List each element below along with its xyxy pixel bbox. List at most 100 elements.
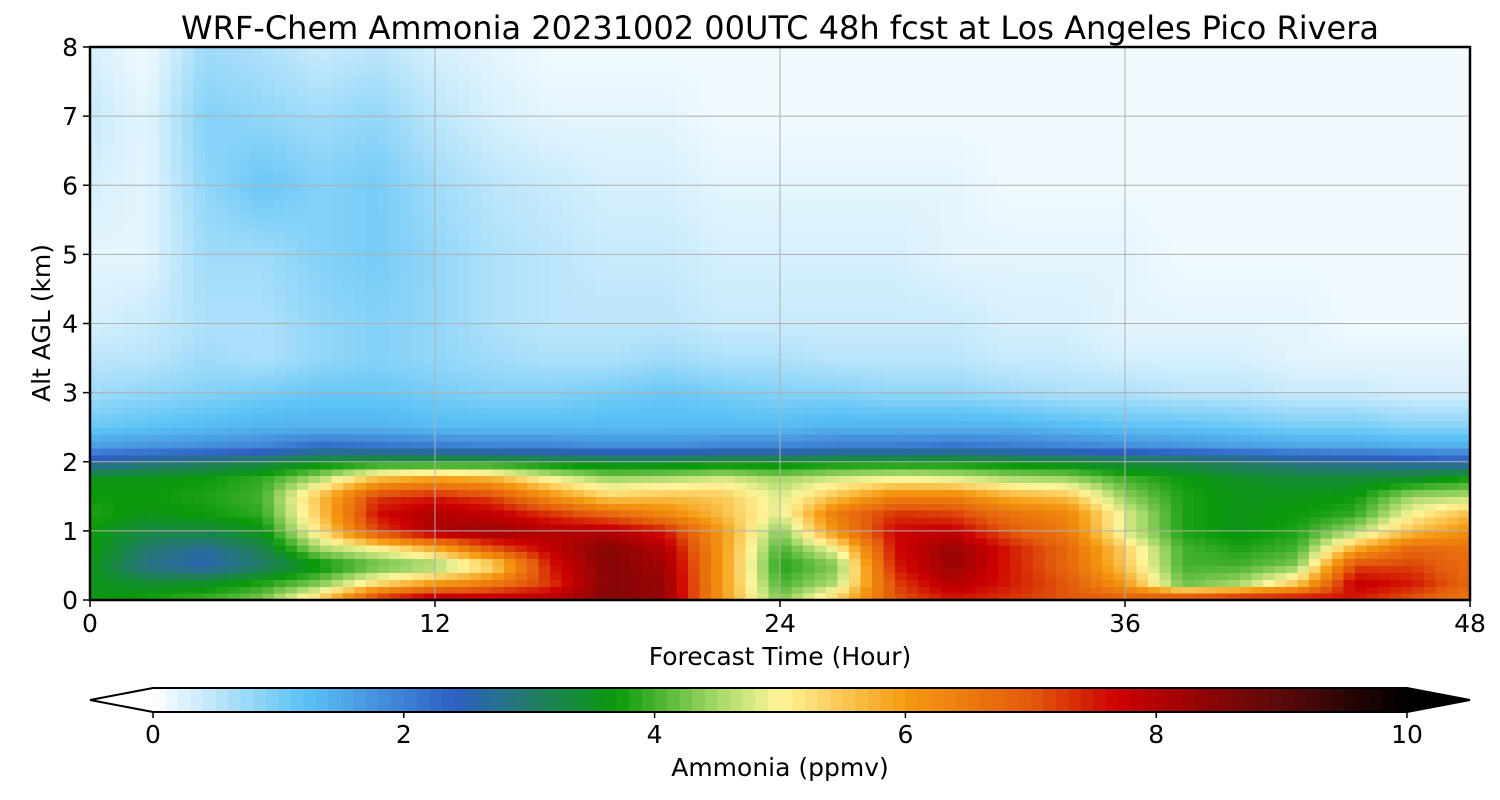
heatmap-cell xyxy=(998,565,1011,573)
heatmap-cell xyxy=(584,593,597,601)
heatmap-cell xyxy=(642,489,655,497)
heatmap-cell xyxy=(1044,371,1057,380)
heatmap-cell xyxy=(423,392,436,401)
heatmap-cell xyxy=(630,579,643,587)
heatmap-cell xyxy=(193,358,206,366)
heatmap-cell xyxy=(688,517,701,525)
heatmap-cell xyxy=(366,441,379,449)
heatmap-cell xyxy=(573,371,586,380)
heatmap-cell xyxy=(308,378,321,387)
heatmap-cell xyxy=(584,385,597,394)
heatmap-cell xyxy=(446,454,459,463)
heatmap-cell xyxy=(216,579,229,587)
heatmap-cell xyxy=(906,503,919,511)
heatmap-cell xyxy=(849,344,862,352)
heatmap-cell xyxy=(1309,378,1322,387)
heatmap-cell xyxy=(1378,544,1391,553)
heatmap-cell xyxy=(320,496,333,504)
heatmap-cell xyxy=(1355,344,1368,352)
heatmap-cell xyxy=(826,385,839,394)
heatmap-cell xyxy=(400,371,413,380)
heatmap-cell xyxy=(1263,523,1276,532)
heatmap-cell xyxy=(538,441,551,449)
heatmap-cell xyxy=(642,537,655,546)
heatmap-cell xyxy=(1378,337,1391,345)
heatmap-cell xyxy=(987,551,1000,560)
heatmap-cell xyxy=(550,579,563,587)
heatmap-cell xyxy=(860,551,873,560)
heatmap-cell xyxy=(745,523,758,532)
heatmap-cell xyxy=(1067,586,1080,594)
heatmap-cell xyxy=(1263,544,1276,553)
heatmap-cell xyxy=(1056,454,1069,463)
heatmap-cell xyxy=(699,385,712,394)
heatmap-cell xyxy=(297,427,310,435)
heatmap-cell xyxy=(550,530,563,539)
heatmap-cell xyxy=(929,523,942,532)
heatmap-cell xyxy=(734,447,747,456)
heatmap-cell xyxy=(561,593,574,601)
heatmap-cell xyxy=(895,427,908,435)
heatmap-cell xyxy=(1171,523,1184,532)
heatmap-cell xyxy=(768,447,781,456)
heatmap-cell xyxy=(1366,593,1379,601)
heatmap-cell xyxy=(527,496,540,504)
heatmap-cell xyxy=(101,461,114,470)
heatmap-cell xyxy=(1010,551,1023,560)
heatmap-cell xyxy=(515,392,528,401)
heatmap-cell xyxy=(1148,399,1161,408)
heatmap-cell xyxy=(1033,517,1046,525)
heatmap-cell xyxy=(320,517,333,525)
heatmap-cell xyxy=(331,510,344,518)
heatmap-cell xyxy=(906,454,919,463)
heatmap-cell xyxy=(101,392,114,401)
heatmap-cell xyxy=(1182,579,1195,587)
heatmap-cell xyxy=(1113,558,1126,567)
heatmap-cell xyxy=(803,427,816,435)
heatmap-cell xyxy=(1309,344,1322,352)
heatmap-cell xyxy=(699,496,712,504)
heatmap-cell xyxy=(849,475,862,484)
heatmap-cell xyxy=(699,427,712,435)
heatmap-cell xyxy=(1412,447,1425,456)
heatmap-cell xyxy=(1136,565,1149,573)
heatmap-cell xyxy=(665,551,678,560)
heatmap-cell xyxy=(1217,523,1230,532)
heatmap-cell xyxy=(860,503,873,511)
heatmap-cell xyxy=(872,579,885,587)
heatmap-cell xyxy=(734,344,747,352)
heatmap-cell xyxy=(941,558,954,567)
heatmap-cell xyxy=(458,503,471,511)
heatmap-cell xyxy=(1194,510,1207,518)
heatmap-cell xyxy=(803,385,816,394)
heatmap-cell xyxy=(538,364,551,373)
heatmap-cell xyxy=(745,461,758,470)
heatmap-cell xyxy=(987,503,1000,511)
heatmap-cell xyxy=(883,427,896,435)
heatmap-cell xyxy=(285,496,298,504)
heatmap-cell xyxy=(1067,434,1080,442)
heatmap-cell xyxy=(550,413,563,421)
heatmap-cell xyxy=(343,482,356,490)
heatmap-cell xyxy=(688,358,701,366)
heatmap-cell xyxy=(711,517,724,525)
heatmap-cell xyxy=(619,544,632,553)
heatmap-cell xyxy=(515,434,528,442)
heatmap-cell xyxy=(90,544,103,553)
heatmap-cell xyxy=(469,413,482,421)
heatmap-cell xyxy=(170,420,183,428)
heatmap-cell xyxy=(1228,378,1241,387)
heatmap-cell xyxy=(113,503,126,511)
heatmap-cell xyxy=(251,392,264,401)
heatmap-cell xyxy=(228,496,241,504)
heatmap-cell xyxy=(849,316,862,325)
heatmap-cell xyxy=(446,544,459,553)
heatmap-cell xyxy=(665,427,678,435)
heatmap-cell xyxy=(446,489,459,497)
heatmap-cell xyxy=(527,454,540,463)
heatmap-cell xyxy=(216,392,229,401)
heatmap-cell xyxy=(1033,503,1046,511)
heatmap-cell xyxy=(1435,551,1448,560)
heatmap-cell xyxy=(688,475,701,484)
heatmap-cell xyxy=(1217,427,1230,435)
